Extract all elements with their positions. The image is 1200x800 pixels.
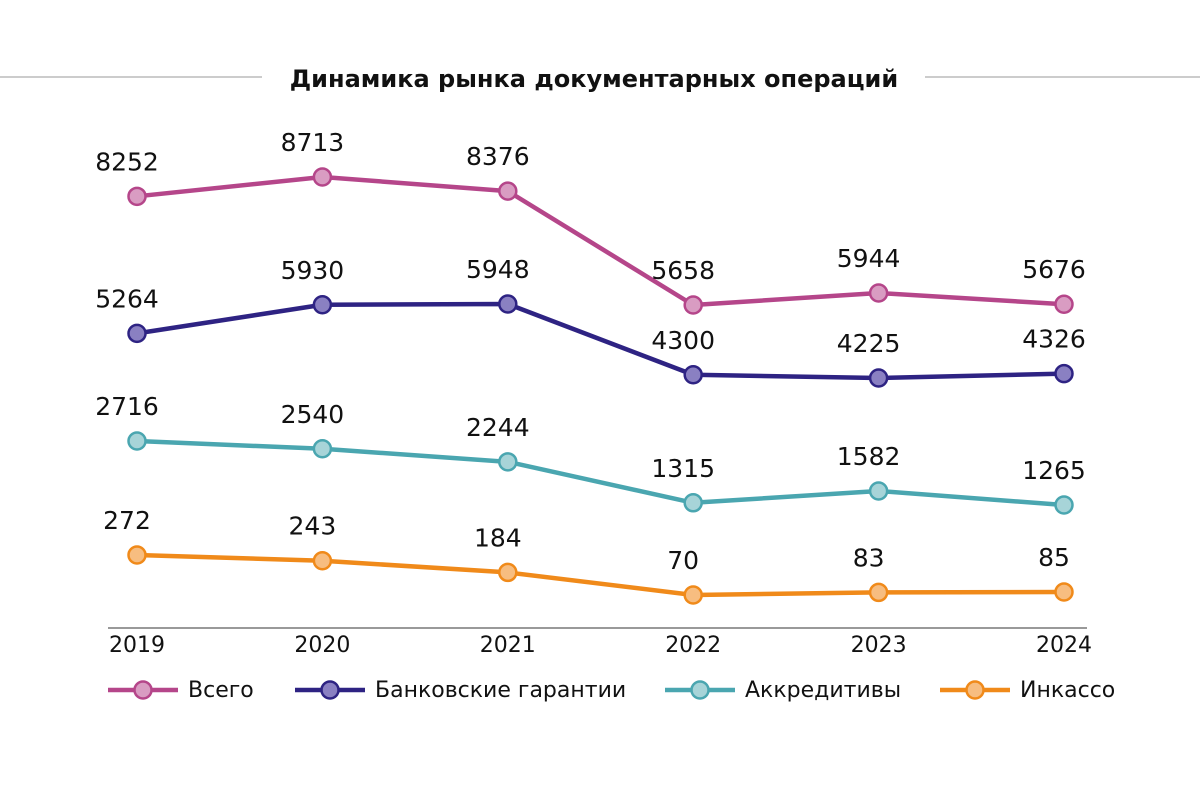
point [498, 294, 518, 314]
value-label: 1315 [651, 454, 715, 483]
series-line [136, 438, 1065, 508]
point [312, 295, 333, 315]
value-label: 5930 [281, 256, 345, 285]
point [683, 295, 703, 315]
value-label: 5944 [837, 244, 901, 273]
legend-label: Банковские гарантии [375, 678, 626, 703]
series-line [136, 301, 1065, 381]
value-label: 85 [1038, 543, 1070, 572]
point [1054, 363, 1074, 384]
point [312, 439, 333, 459]
chart-title: Динамика рынка документарных операций [290, 65, 898, 93]
value-label: 243 [289, 512, 337, 541]
point [1054, 294, 1074, 314]
point [683, 585, 703, 605]
point [868, 368, 889, 388]
legend-marker [133, 680, 153, 700]
legend-marker [690, 680, 710, 700]
value-label: 272 [103, 506, 151, 535]
x-tick-label: 2020 [294, 633, 350, 658]
value-label: 83 [853, 543, 885, 572]
value-label: 70 [667, 546, 699, 575]
value-label: 2716 [95, 392, 159, 421]
value-label: 8376 [466, 142, 530, 171]
point [312, 167, 333, 187]
legend-label: Инкассо [1020, 678, 1115, 703]
legend-marker [965, 680, 985, 700]
value-label: 184 [474, 523, 522, 552]
x-tick-label: 2024 [1036, 633, 1092, 658]
point [498, 181, 518, 201]
value-label: 4326 [1022, 325, 1086, 354]
point [683, 365, 703, 385]
point [127, 431, 147, 451]
point [868, 481, 889, 501]
point [868, 283, 889, 303]
point [127, 186, 147, 207]
point [868, 582, 889, 603]
value-label: 8252 [95, 147, 159, 176]
x-tick-label: 2021 [480, 633, 536, 658]
value-label: 4300 [651, 326, 715, 355]
value-label: 5658 [651, 256, 715, 285]
value-label: 2244 [466, 413, 530, 442]
point [498, 452, 518, 472]
value-label: 4225 [837, 329, 901, 358]
value-label: 5676 [1022, 255, 1086, 284]
x-tick-label: 2019 [109, 633, 165, 658]
series-line [136, 174, 1065, 308]
point [683, 493, 703, 513]
point [127, 545, 147, 565]
value-label: 8713 [281, 128, 345, 157]
series-line [136, 552, 1065, 598]
value-label: 1265 [1022, 456, 1086, 485]
point [312, 550, 333, 571]
value-label: 5948 [466, 255, 530, 284]
value-label: 5264 [95, 284, 159, 313]
point [498, 562, 518, 583]
value-label: 1582 [837, 442, 901, 471]
point [1054, 495, 1074, 515]
x-tick-label: 2022 [665, 633, 721, 658]
point [127, 323, 147, 344]
legend-marker [320, 680, 340, 700]
legend-label: Аккредитивы [745, 678, 901, 703]
point [1054, 582, 1074, 602]
legend-label: Всего [188, 678, 254, 703]
x-tick-label: 2023 [851, 633, 907, 658]
value-label: 2540 [281, 400, 345, 429]
